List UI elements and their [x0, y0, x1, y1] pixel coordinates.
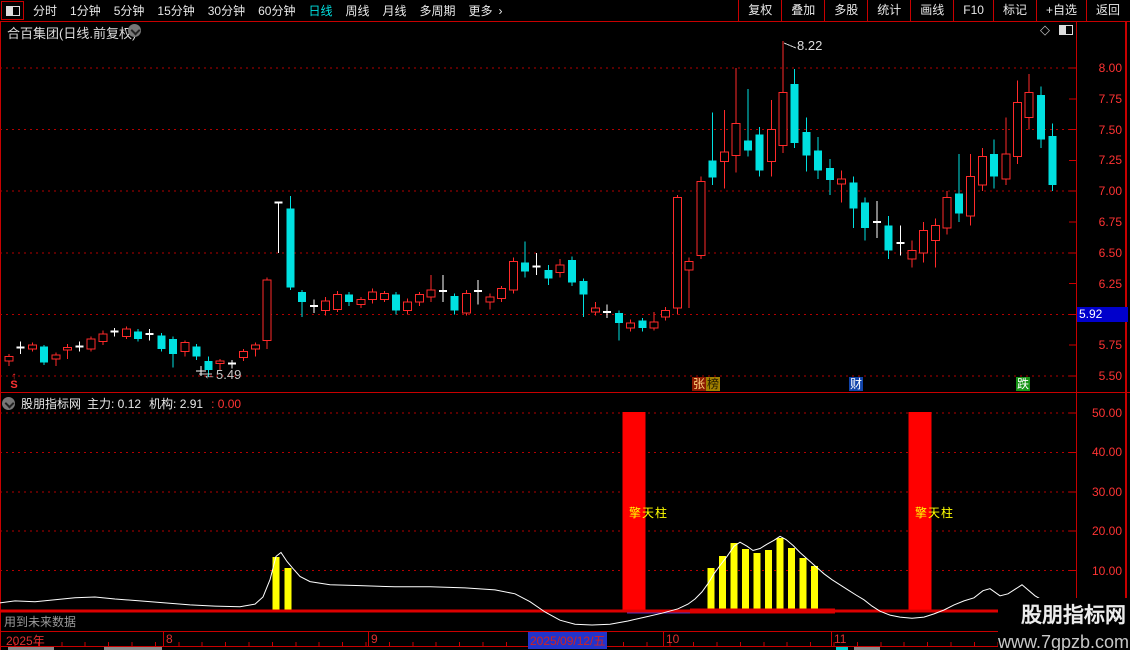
toolbar-button-F10[interactable]: F10	[953, 0, 993, 21]
toolbar-button-画线[interactable]: 画线	[910, 0, 953, 21]
high-price-annotation: 8.22	[797, 38, 823, 53]
price-tick-label: 7.75	[1098, 91, 1122, 106]
timeline-label: 11	[834, 632, 847, 646]
period-tab-日线[interactable]: 日线	[308, 4, 333, 18]
indicator-tick-label: 50.00	[1091, 406, 1122, 420]
period-tab-60分钟[interactable]: 60分钟	[258, 4, 296, 18]
period-tab-5分钟[interactable]: 5分钟	[113, 4, 145, 18]
indicator-source: 股朋指标网	[21, 397, 82, 411]
period-tab-周线[interactable]: 周线	[345, 4, 370, 18]
clipped-statusbar	[104, 647, 162, 650]
price-tick-label: 5.50	[1098, 369, 1122, 383]
diamond-icon[interactable]: ◇	[1040, 22, 1050, 37]
toolbar-button-复权[interactable]: 复权	[738, 0, 781, 21]
more-arrow-icon[interactable]: ›	[498, 3, 503, 18]
indicator-tick-label: 30.00	[1091, 484, 1122, 499]
indicator-tick-label: 10.00	[1091, 563, 1122, 578]
title-row: 合百集团(日线.前复权) ◇	[0, 22, 1130, 41]
future-data-notice: 用到未来数据	[4, 615, 77, 629]
price-tick-label: 7.25	[1098, 153, 1122, 168]
event-tag-char: 财	[849, 377, 864, 391]
price-tick-label: 6.50	[1098, 245, 1122, 260]
indicator-field: 机构: 2.91	[149, 397, 204, 411]
clipped-statusbar	[836, 647, 848, 650]
title-collapse-icon[interactable]	[128, 24, 141, 37]
price-tick-label: 6.75	[1098, 215, 1122, 229]
window-layout-button[interactable]	[1, 1, 24, 20]
event-tag-char: 榜	[706, 377, 721, 391]
event-tag[interactable]: 财	[849, 377, 864, 391]
watermark: 股朋指标网 www.7gpzb.com	[998, 598, 1130, 650]
chart-title: 合百集团(日线.前复权)	[7, 26, 137, 41]
timeline-label: 2025年	[6, 634, 45, 648]
event-tag-char: 跌	[1016, 377, 1031, 391]
indicator-field: 主力: 0.12	[87, 397, 142, 411]
price-tick-label: 8.00	[1098, 61, 1122, 75]
period-tab-15分钟[interactable]: 15分钟	[157, 4, 195, 18]
indicator-collapse-icon[interactable]	[2, 397, 15, 410]
up-arrow-icon: ↑	[11, 371, 17, 382]
toolbar-right-group: 复权 叠加 多股 统计 画线 F10 标记 +自选 返回	[738, 0, 1129, 21]
last-price-badge: 5.92	[1077, 307, 1128, 322]
period-tab-分时[interactable]: 分时	[33, 4, 58, 18]
toolbar-button-标记[interactable]: 标记	[992, 0, 1036, 21]
indicator-tick-label: 40.00	[1091, 445, 1122, 460]
price-tick-label: 5.75	[1098, 338, 1122, 353]
watermark-brand: 股朋指标网	[1021, 604, 1126, 627]
toolbar-button-多股[interactable]: 多股	[824, 0, 867, 21]
period-tab-更多[interactable]: 更多	[468, 4, 493, 18]
toolbar-button-统计[interactable]: 统计	[867, 0, 910, 21]
timeline-label: 2025/09/12/五	[528, 632, 608, 649]
top-toolbar: 分时 1分钟 5分钟 15分钟 30分钟 60分钟 日线 周线 月线 多周期 更多 › 复权 叠加 多股…	[0, 0, 1130, 21]
period-group: 分时 1分钟 5分钟 15分钟 30分钟 60分钟 日线 周线 月线 多周期 更多	[33, 2, 493, 19]
pillar-label: 擎天柱	[915, 506, 955, 520]
event-tag[interactable]: 张榜	[692, 377, 721, 391]
toolbar-button-叠加[interactable]: 叠加	[781, 0, 824, 21]
low-price-annotation: ←5.49	[203, 367, 242, 382]
period-tab-多周期[interactable]: 多周期	[419, 4, 456, 18]
timeline-label: 10	[666, 632, 680, 646]
period-tab-1分钟[interactable]: 1分钟	[70, 4, 101, 18]
timeline-label: 9	[371, 632, 378, 646]
indicator-header: 股朋指标网 主力: 0.12 机构: 2.91 : 0.00	[2, 395, 249, 412]
price-tick-label: 7.50	[1098, 122, 1122, 137]
event-tag[interactable]: 跌	[1016, 377, 1031, 391]
indicator-field: : 0.00	[211, 397, 242, 411]
toolbar-button-+自选[interactable]: +自选	[1035, 0, 1086, 21]
price-tick-label: 6.25	[1098, 276, 1122, 291]
price-tick-label: 7.00	[1098, 184, 1122, 199]
clipped-statusbar	[8, 647, 54, 650]
split-panel-icon	[5, 5, 20, 16]
period-tab-月线[interactable]: 月线	[382, 4, 407, 18]
indicator-tick-label: 20.00	[1091, 524, 1122, 539]
event-tag-char: 张	[692, 377, 707, 391]
indicator-values: 主力: 0.12 机构: 2.91 : 0.00	[87, 395, 249, 412]
pillar-label: 擎天柱	[629, 506, 669, 520]
toolbar-button-返回[interactable]: 返回	[1085, 0, 1129, 21]
period-tab-30分钟[interactable]: 30分钟	[207, 4, 246, 18]
trade-signal-marker: ↑ S	[8, 371, 20, 391]
clipped-statusbar	[854, 647, 880, 650]
timeline-label: 8	[166, 632, 173, 646]
watermark-url: www.7gpzb.com	[998, 632, 1130, 650]
split-panel-icon[interactable]	[1059, 25, 1073, 35]
